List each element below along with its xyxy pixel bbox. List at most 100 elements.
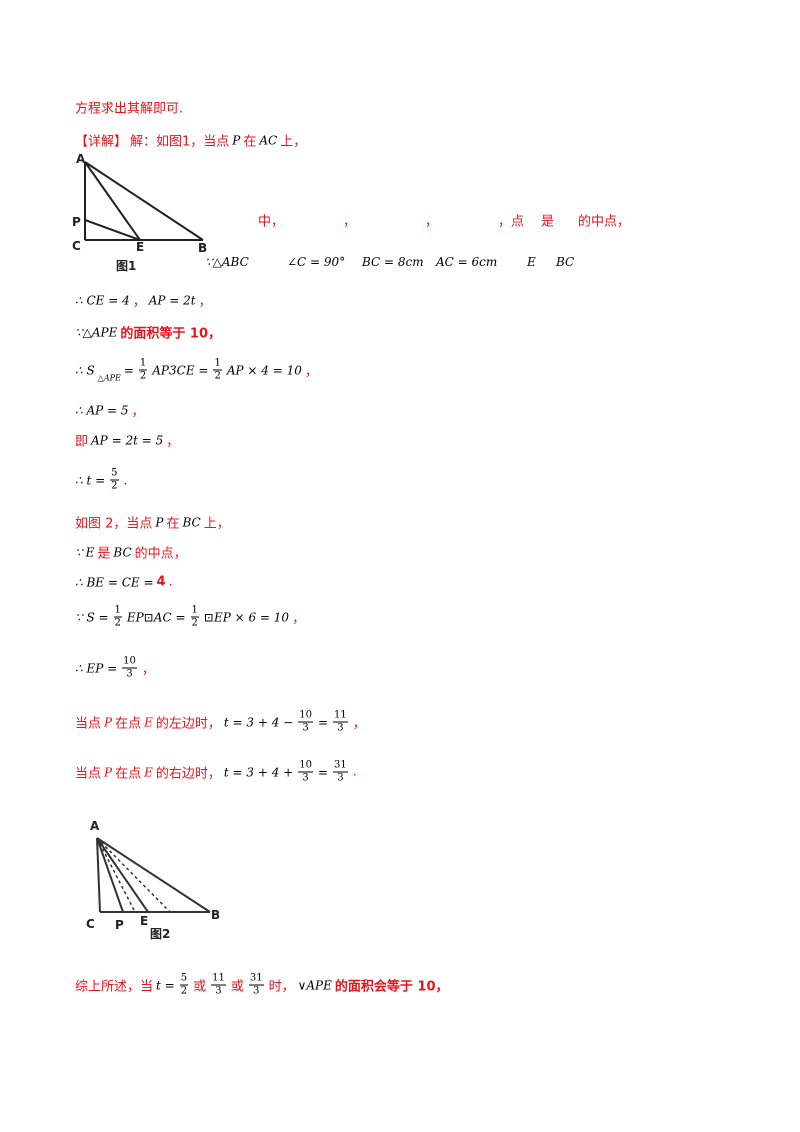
text: 方程求出其解即可. — [75, 101, 184, 117]
math: ∠C = 90° — [287, 255, 346, 269]
math: ∵△APE — [75, 325, 118, 339]
text: 【详解】 — [75, 134, 128, 150]
line: 【详解】 解：如图1，当点 P 在 AC 上， — [75, 131, 306, 150]
text: 解：如图1，当点 — [130, 134, 230, 150]
numerator: 5 — [110, 467, 119, 481]
denominator: 2 — [214, 370, 221, 382]
math: BC — [556, 255, 575, 269]
text: ， — [198, 294, 212, 310]
text: 4 — [156, 574, 166, 590]
text: 的左边时， — [155, 716, 221, 732]
point-label: C — [86, 917, 95, 931]
text: . — [352, 764, 357, 780]
point-label: P — [72, 215, 81, 229]
fraction: 10 3 — [298, 710, 313, 735]
math: t = 3 + 4 − — [223, 715, 294, 729]
fraction: 10 3 — [298, 760, 313, 785]
text: 或 — [193, 979, 207, 995]
fraction: 10 3 — [122, 656, 137, 681]
text: 时， — [268, 979, 295, 995]
line: ∵ E 是 BC 的中点， — [75, 543, 187, 562]
math: BC — [113, 545, 132, 559]
math: ⊡EP × 6 = 10 — [203, 610, 290, 624]
segment — [84, 161, 204, 241]
point-label: P — [115, 918, 124, 932]
math: = — [123, 363, 134, 377]
text: ， — [352, 716, 366, 732]
fraction: 31 3 — [333, 760, 348, 785]
numerator: 31 — [248, 972, 264, 986]
text: 是 — [97, 546, 111, 562]
math: P — [232, 133, 241, 147]
math: ∵ S = — [75, 610, 109, 624]
math: AC — [259, 133, 278, 147]
math: AP = 2t — [148, 293, 196, 307]
text: 或 — [230, 979, 244, 995]
text: 在点 — [115, 766, 142, 782]
text: 的面积等于 10， — [120, 326, 221, 342]
math: ∵ — [75, 545, 83, 559]
segment — [96, 837, 149, 913]
math: ∵△ABC — [205, 255, 249, 269]
text: ， — [425, 214, 439, 230]
math: ∴ BE = CE = — [75, 575, 154, 589]
text: 当点 — [75, 716, 102, 732]
math: AP = 2t = 5 — [91, 433, 164, 447]
numerator: 5 — [179, 972, 189, 986]
segment — [96, 837, 124, 913]
math: ∴ CE = 4 — [75, 293, 130, 307]
denominator: 3 — [126, 668, 133, 680]
text: 当点 — [75, 766, 102, 782]
math: E — [144, 765, 153, 779]
line: ∴ S △APE = 1 2 AP3CE = 1 2 AP × 4 = 10， — [75, 358, 318, 383]
text: ，点 — [498, 214, 525, 230]
segment — [84, 161, 141, 241]
numerator: 1 — [213, 357, 222, 371]
line: 即 AP = 2t = 5， — [75, 431, 179, 450]
segment — [84, 219, 141, 241]
math: ∴ EP = — [75, 661, 118, 675]
point-label: B — [211, 908, 220, 922]
text: ， — [343, 214, 357, 230]
numerator: 31 — [333, 759, 348, 773]
fraction: 11 3 — [333, 710, 348, 735]
text: 是 — [541, 214, 555, 230]
text: ， — [304, 364, 318, 380]
text: ， — [131, 404, 145, 420]
point-label: A — [90, 819, 100, 833]
math: ∴ AP = 5 — [75, 403, 129, 417]
text: 如图 2，当点 — [75, 516, 153, 532]
denominator: 2 — [180, 985, 188, 997]
point-label: C — [72, 239, 81, 253]
math: EP⊡AC = — [126, 610, 186, 624]
math: = — [317, 715, 329, 729]
text: 即 — [75, 434, 89, 450]
point-label: B — [198, 241, 207, 255]
text: 在 — [243, 134, 257, 150]
fraction: 11 3 — [211, 973, 226, 998]
numerator: 11 — [333, 709, 348, 723]
text: 上， — [203, 516, 230, 532]
figure-caption: 图1 — [116, 259, 136, 273]
segment — [96, 837, 211, 913]
math: P — [104, 715, 113, 729]
numerator: 1 — [190, 604, 199, 618]
math: ∨APE — [297, 978, 332, 992]
text: 在点 — [115, 716, 142, 732]
text: 的中点， — [134, 546, 187, 562]
numerator: 1 — [113, 604, 122, 618]
line: 当点 P 在点 E 的右边时， t = 3 + 4 +10 3 = 31 3. — [75, 760, 357, 785]
text: 综上所述，当 — [75, 979, 154, 995]
text: ， — [292, 611, 306, 627]
math: P — [155, 515, 164, 529]
line: ∴ t = 5 2. — [75, 468, 127, 493]
math: AP × 4 = 10 — [226, 363, 302, 377]
subscript: △APE — [97, 373, 121, 383]
math: ∴ t = — [75, 473, 106, 487]
math: BC — [182, 515, 201, 529]
